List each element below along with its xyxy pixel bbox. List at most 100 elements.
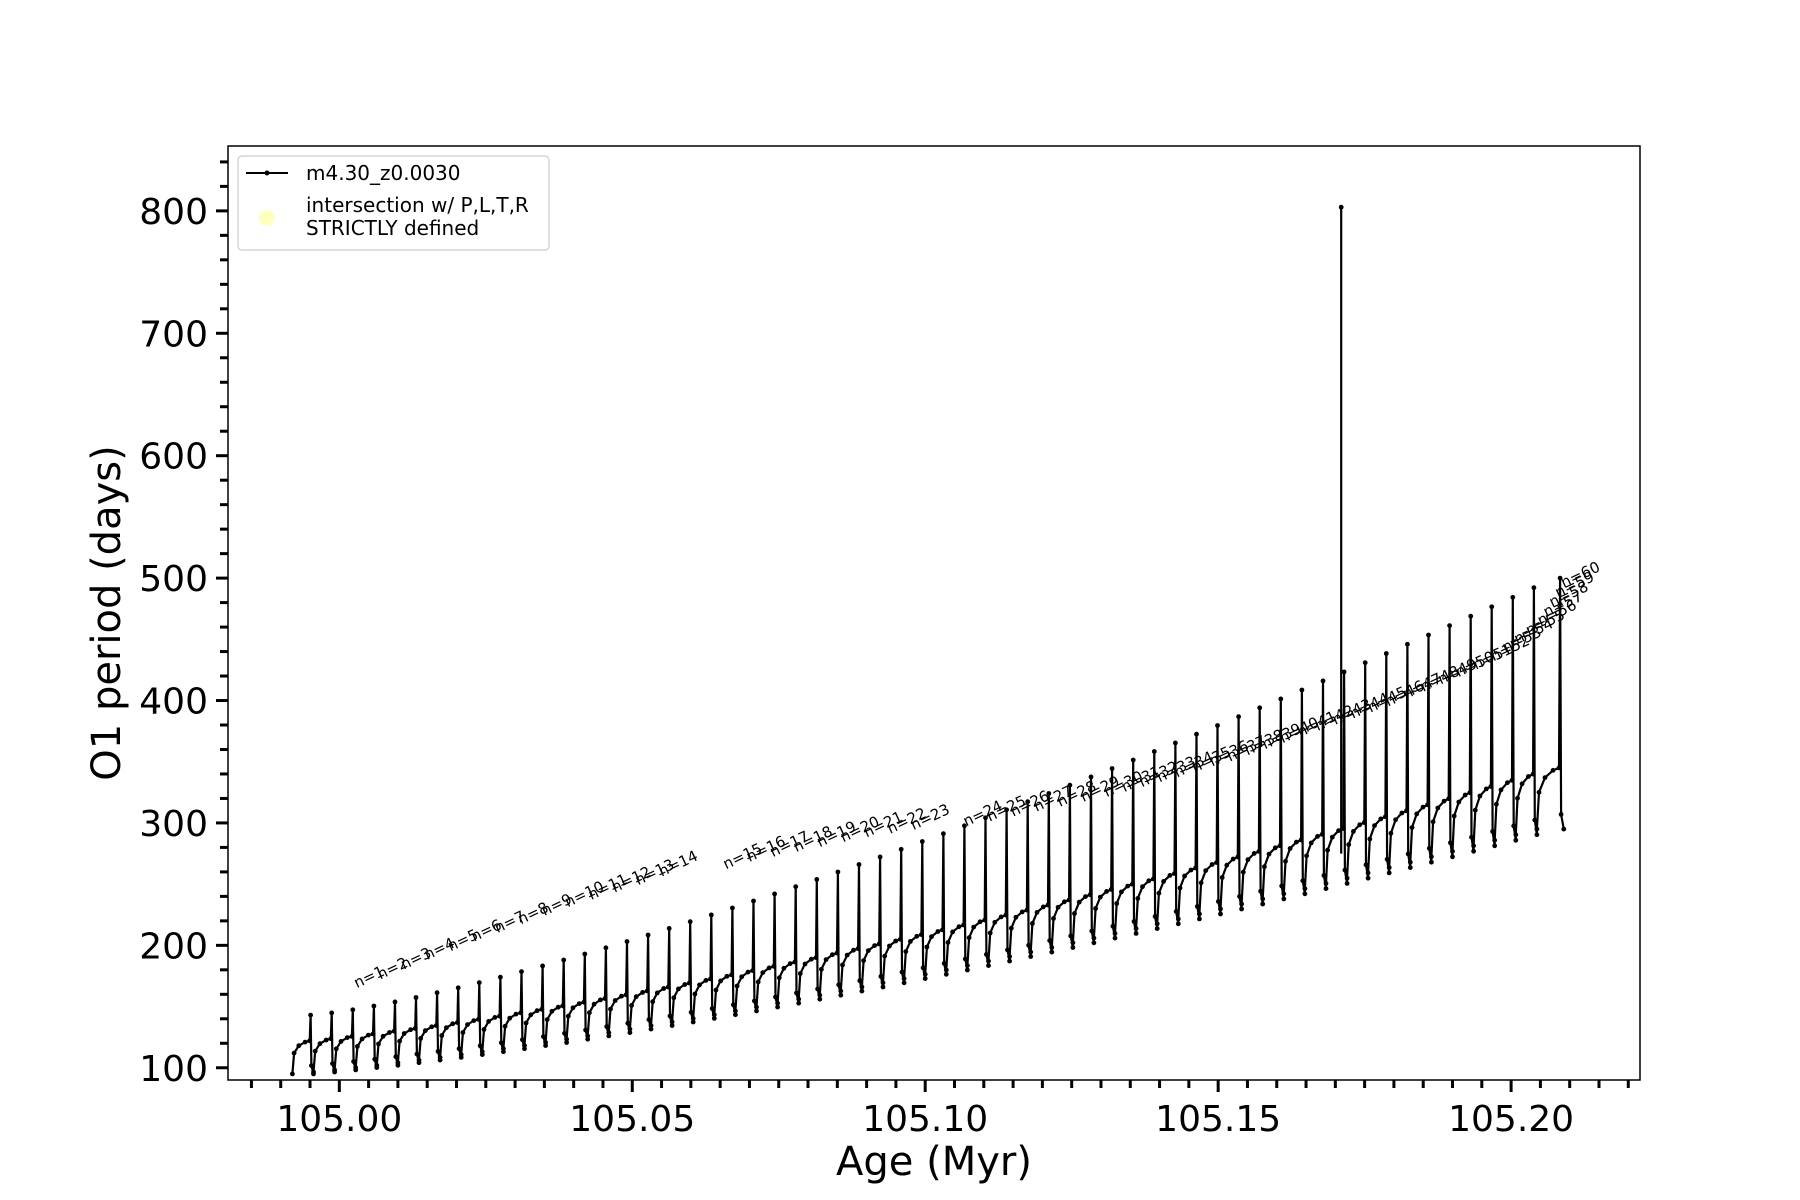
series-point: [1446, 796, 1452, 802]
series-point: [1110, 923, 1116, 929]
series-point: [669, 1023, 675, 1028]
series-point: [776, 975, 782, 981]
series-point: [1420, 804, 1426, 810]
series-point: [501, 1046, 506, 1052]
series-point: [608, 1006, 613, 1012]
y-tick-label: 600: [139, 437, 208, 478]
series-point: [476, 1016, 481, 1022]
series-point: [648, 1023, 654, 1028]
series-point: [333, 1046, 339, 1052]
series-point: [393, 1054, 399, 1060]
series-point: [1494, 801, 1499, 807]
series-point: [349, 1034, 355, 1039]
series-point: [456, 1046, 462, 1052]
series-point: [1203, 868, 1209, 873]
series-point: [971, 924, 977, 930]
legend-dot-marker: [264, 170, 270, 176]
series-point: [1007, 954, 1012, 959]
series-point: [899, 969, 905, 975]
series-point: [1399, 810, 1405, 816]
series-point: [372, 1056, 378, 1062]
series-point: [1469, 834, 1474, 840]
series-point: [797, 971, 803, 976]
y-tick-label: 400: [139, 682, 208, 723]
series-point: [676, 986, 681, 992]
series-point: [844, 952, 850, 958]
series-point: [908, 939, 913, 944]
series-point: [1336, 828, 1341, 833]
series-point: [1323, 886, 1329, 891]
series-point: [1299, 687, 1305, 693]
series-point: [986, 958, 991, 964]
series-point: [893, 938, 899, 944]
series-point: [935, 929, 941, 934]
series-point: [1193, 865, 1198, 871]
series-point: [739, 974, 745, 980]
series-point: [296, 1043, 302, 1049]
series-point: [929, 934, 934, 940]
series-point: [687, 980, 692, 986]
series-point: [876, 941, 882, 947]
series-point: [687, 919, 693, 925]
series-point: [998, 914, 1004, 920]
series-point: [576, 1001, 582, 1006]
legend-entry-intersection-line2: STRICTLY defined: [306, 216, 479, 240]
series-point: [1151, 749, 1157, 754]
series-point: [1260, 901, 1266, 907]
series-point: [520, 1037, 525, 1043]
series-point: [1256, 849, 1262, 854]
series-point: [585, 1033, 591, 1039]
series-point: [1429, 854, 1434, 860]
series-point: [1409, 825, 1415, 830]
series-point: [370, 1031, 376, 1037]
series-point: [1161, 879, 1166, 884]
series-point: [1302, 891, 1308, 897]
series-point: [760, 970, 766, 975]
series-point: [1251, 851, 1257, 856]
series-point: [582, 951, 588, 957]
y-tick-label: 800: [139, 192, 208, 233]
series-point: [986, 963, 991, 968]
series-point: [344, 1035, 350, 1040]
series-point: [397, 1038, 402, 1044]
series-point: [1209, 862, 1215, 867]
series-point: [1151, 876, 1156, 882]
series-point: [359, 1036, 365, 1042]
series-point: [671, 995, 677, 1001]
series-point: [724, 973, 730, 979]
series-point: [962, 823, 967, 829]
series-point: [1510, 594, 1516, 600]
series-point: [1049, 949, 1055, 955]
series-point: [796, 996, 802, 1002]
series-point: [1188, 867, 1194, 873]
series-point: [872, 943, 877, 948]
series-point: [330, 1061, 335, 1066]
series-point: [775, 1004, 780, 1010]
series-point: [392, 999, 398, 1005]
series-point: [1509, 777, 1515, 783]
plot-area: [228, 146, 1640, 1080]
series-point: [476, 980, 482, 985]
series-point: [1097, 894, 1103, 900]
series-point: [1407, 865, 1413, 870]
series-point: [1462, 792, 1468, 798]
series-point: [1341, 669, 1347, 675]
series-point: [697, 982, 702, 988]
series-point: [539, 1006, 545, 1012]
series-point: [564, 1040, 569, 1045]
series-point: [1083, 894, 1088, 899]
series-point: [1194, 731, 1199, 737]
series-point: [329, 1010, 335, 1016]
series-point: [627, 1030, 633, 1035]
series-point: [413, 995, 419, 1000]
series-point: [627, 1026, 633, 1032]
series-point: [1435, 805, 1441, 811]
x-tick-label: 105.15: [1155, 1099, 1281, 1140]
series-point: [1146, 878, 1152, 884]
series-point: [766, 965, 772, 971]
series-point: [338, 1039, 344, 1044]
series-point: [564, 1036, 569, 1042]
series-point: [1351, 829, 1356, 834]
series-point: [859, 984, 865, 990]
series-point: [966, 935, 972, 941]
